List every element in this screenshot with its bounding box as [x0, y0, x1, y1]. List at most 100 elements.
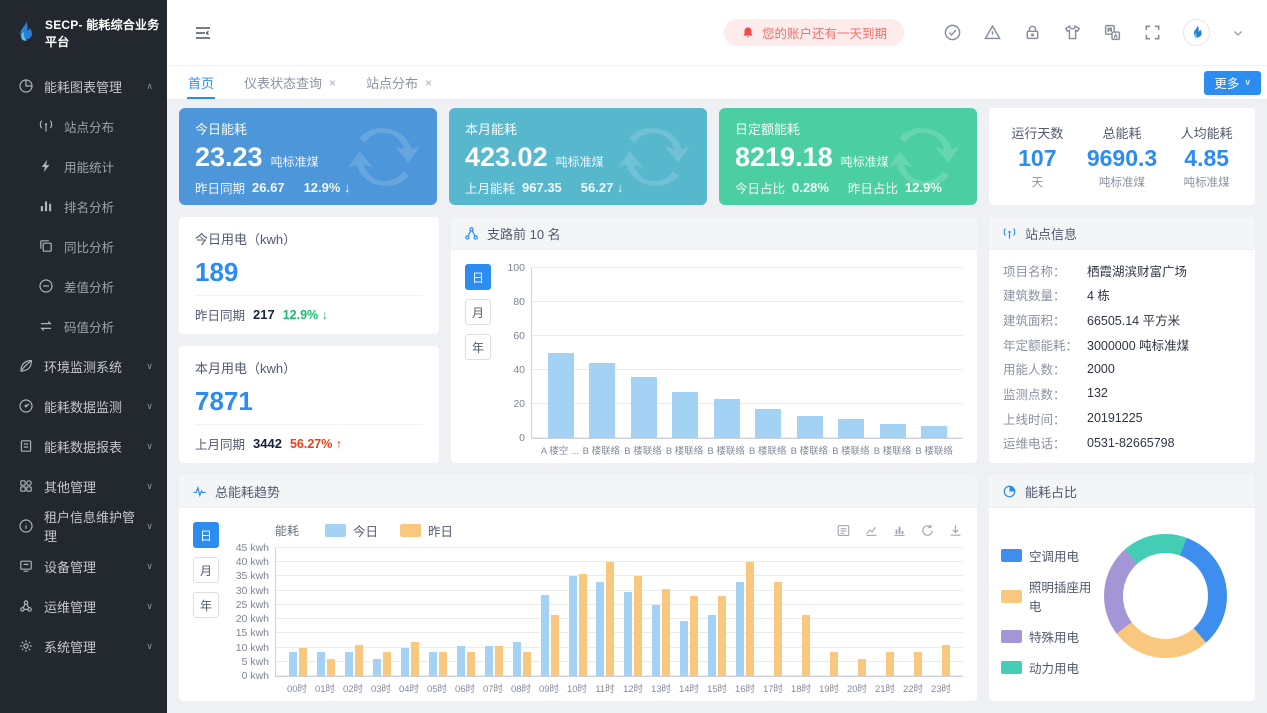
- bar[interactable]: [713, 398, 740, 438]
- bar[interactable]: [708, 614, 717, 676]
- bar[interactable]: [755, 409, 782, 438]
- sidebar-item-能耗数据监测[interactable]: 能耗数据监测 ∨: [0, 386, 167, 426]
- bar[interactable]: [680, 620, 689, 676]
- warning-icon[interactable]: [983, 23, 1002, 42]
- bar[interactable]: [606, 562, 615, 676]
- legend-item-特殊用电[interactable]: 特殊用电: [1001, 627, 1104, 646]
- bar[interactable]: [354, 644, 363, 676]
- bar[interactable]: [400, 647, 409, 676]
- sidebar-item-能耗数据报表[interactable]: 能耗数据报表 ∨: [0, 426, 167, 466]
- line-chart-icon[interactable]: [864, 523, 879, 538]
- kpi-card-daily-quota-energy[interactable]: 日定额能耗 8219.18 吨标准煤 今日占比 0.28% 昨日占比 12.9%: [719, 108, 977, 205]
- bar[interactable]: [410, 641, 419, 676]
- tab-首页[interactable]: 首页: [173, 66, 229, 99]
- bar[interactable]: [913, 651, 922, 676]
- fullscreen-icon[interactable]: [1143, 23, 1162, 42]
- toggle-月[interactable]: 月: [193, 557, 219, 583]
- bar[interactable]: [288, 651, 297, 676]
- legend-item-今日[interactable]: 今日: [325, 521, 378, 540]
- sidebar-subitem-排名分析[interactable]: 排名分析: [0, 186, 167, 226]
- legend-item-动力用电[interactable]: 动力用电: [1001, 658, 1104, 677]
- close-tab-icon[interactable]: ×: [425, 75, 433, 90]
- bar[interactable]: [830, 651, 839, 676]
- tab-仪表状态查询[interactable]: 仪表状态查询 ×: [229, 66, 351, 99]
- sidebar-subitem-用能统计[interactable]: 用能统计: [0, 146, 167, 186]
- account-expiry-notice[interactable]: 您的账户还有一天到期: [723, 19, 904, 46]
- sidebar-item-能耗图表管理[interactable]: 能耗图表管理 ∧: [0, 66, 167, 106]
- bar[interactable]: [662, 589, 671, 676]
- bar[interactable]: [941, 644, 950, 676]
- sidebar-subitem-码值分析[interactable]: 码值分析: [0, 306, 167, 346]
- bar[interactable]: [326, 658, 335, 676]
- bar[interactable]: [438, 651, 447, 676]
- bar[interactable]: [547, 353, 574, 438]
- translate-icon[interactable]: [1103, 23, 1122, 42]
- data-view-icon[interactable]: [836, 523, 851, 538]
- more-button[interactable]: 更多 ∨: [1204, 70, 1261, 95]
- bar[interactable]: [494, 646, 503, 676]
- bar[interactable]: [796, 415, 823, 438]
- bar[interactable]: [550, 614, 559, 676]
- legend-item-空调用电[interactable]: 空调用电: [1001, 546, 1104, 565]
- collapse-sidebar-icon[interactable]: [193, 23, 213, 43]
- sidebar-item-系统管理[interactable]: 系统管理 ∨: [0, 626, 167, 666]
- bar[interactable]: [568, 576, 577, 676]
- bar[interactable]: [316, 651, 325, 676]
- bar[interactable]: [634, 576, 643, 676]
- bar[interactable]: [540, 594, 549, 676]
- bar[interactable]: [466, 651, 475, 676]
- bar[interactable]: [522, 651, 531, 676]
- bar[interactable]: [344, 651, 353, 676]
- user-avatar[interactable]: [1183, 19, 1210, 46]
- legend-item-昨日[interactable]: 昨日: [400, 521, 453, 540]
- bar[interactable]: [858, 658, 867, 676]
- dashboard-check-icon[interactable]: [943, 23, 962, 42]
- sidebar-item-租户信息维护管理[interactable]: 租户信息维护管理 ∨: [0, 506, 167, 546]
- bar[interactable]: [589, 363, 616, 438]
- close-tab-icon[interactable]: ×: [329, 75, 337, 90]
- download-icon[interactable]: [948, 523, 963, 538]
- sidebar-subitem-同比分析[interactable]: 同比分析: [0, 226, 167, 266]
- toggle-年[interactable]: 年: [465, 334, 491, 360]
- sidebar-subitem-差值分析[interactable]: 差值分析: [0, 266, 167, 306]
- bar[interactable]: [578, 573, 587, 676]
- bar[interactable]: [736, 582, 745, 676]
- legend-item-照明插座用电[interactable]: 照明插座用电: [1001, 577, 1104, 615]
- bar[interactable]: [879, 424, 906, 438]
- sidebar-subitem-站点分布[interactable]: 站点分布: [0, 106, 167, 146]
- sidebar-item-运维管理[interactable]: 运维管理 ∨: [0, 586, 167, 626]
- refresh-icon[interactable]: [920, 523, 935, 538]
- toggle-年[interactable]: 年: [193, 592, 219, 618]
- bar[interactable]: [382, 651, 391, 676]
- bar[interactable]: [596, 582, 605, 676]
- bar[interactable]: [484, 646, 493, 676]
- bar[interactable]: [746, 562, 755, 676]
- bar[interactable]: [428, 651, 437, 676]
- theme-tshirt-icon[interactable]: [1063, 23, 1082, 42]
- kpi-card-today-energy[interactable]: 今日能耗 23.23 吨标准煤 昨日同期 26.67 12.9% ↓: [179, 108, 437, 205]
- bar[interactable]: [298, 647, 307, 676]
- bar[interactable]: [624, 592, 633, 676]
- energy-share-donut[interactable]: [1103, 534, 1227, 658]
- kpi-card-month-energy[interactable]: 本月能耗 423.02 吨标准煤 上月能耗 967.35 56.27 ↓: [449, 108, 707, 205]
- sidebar-item-其他管理[interactable]: 其他管理 ∨: [0, 466, 167, 506]
- toggle-日[interactable]: 日: [193, 522, 219, 548]
- bar[interactable]: [718, 596, 727, 676]
- bar[interactable]: [456, 646, 465, 676]
- bar-chart-icon[interactable]: [892, 523, 907, 538]
- toggle-月[interactable]: 月: [465, 299, 491, 325]
- sidebar-item-设备管理[interactable]: 设备管理 ∨: [0, 546, 167, 586]
- bar[interactable]: [652, 604, 661, 676]
- bar[interactable]: [802, 614, 811, 676]
- bar[interactable]: [885, 651, 894, 676]
- bar[interactable]: [921, 426, 948, 438]
- sidebar-item-环境监测系统[interactable]: 环境监测系统 ∨: [0, 346, 167, 386]
- toggle-日[interactable]: 日: [465, 264, 491, 290]
- bar[interactable]: [690, 596, 699, 676]
- tab-站点分布[interactable]: 站点分布 ×: [351, 66, 447, 99]
- bar[interactable]: [774, 582, 783, 676]
- chevron-down-icon[interactable]: [1231, 26, 1245, 40]
- bar[interactable]: [672, 392, 699, 438]
- bar[interactable]: [838, 419, 865, 438]
- bar[interactable]: [372, 658, 381, 676]
